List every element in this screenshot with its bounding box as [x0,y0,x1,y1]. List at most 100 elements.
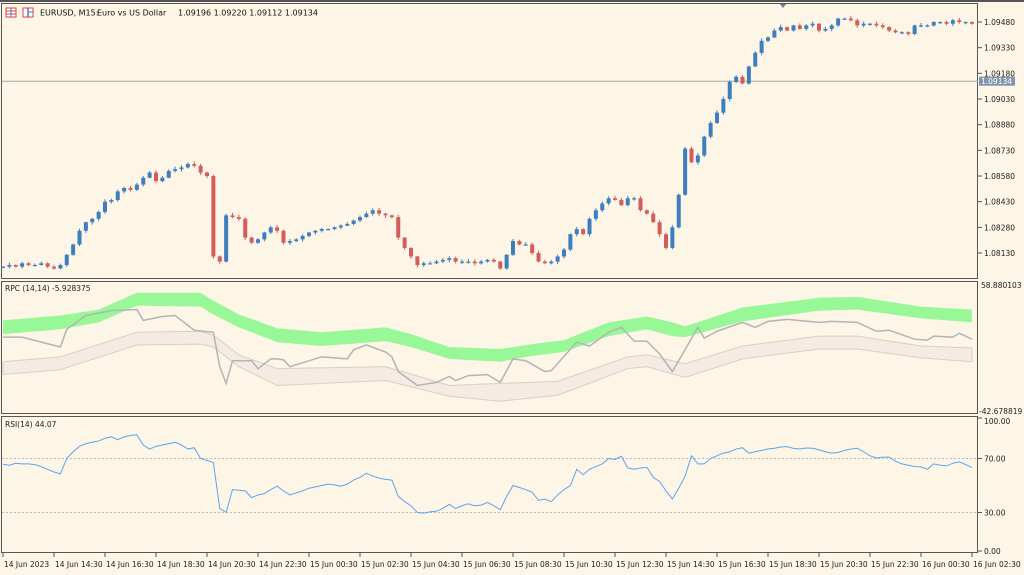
price-pane-frame [1,3,978,279]
candle-body [517,241,522,245]
bars-grid-icon[interactable] [5,7,17,18]
candle-body [568,234,573,250]
candle-body [338,225,343,228]
candle [931,21,936,27]
candle-body [772,30,777,38]
candle [460,259,464,265]
candle [141,175,146,187]
candle [950,18,955,27]
bid-price-label: 1.09134 [979,76,1015,86]
rsi-tick-label: 0.00 [984,547,1001,556]
time-tick-label: 14 Jun 14:30 [55,560,103,569]
rsi-tick-label: 100.00 [984,417,1010,426]
candle [364,211,369,218]
shift-marker-icon[interactable] [779,3,787,8]
candle [683,146,688,196]
candle [702,135,707,157]
candle [358,215,362,223]
candle-body [307,232,311,236]
candle [549,260,554,265]
time-tick-label: 15 Jun 10:30 [565,560,613,569]
symbol-description: Euro vs US Dollar [97,9,167,18]
candle [134,182,139,191]
candle-body [613,198,617,200]
candle [236,214,241,222]
candle-body [434,261,439,264]
candle-body [364,213,369,218]
candle [428,261,433,265]
candle-body [925,25,930,27]
candle [721,96,726,115]
rsi-axis: 100.00 70.00 30.00 0.00 [978,417,1010,556]
candle-body [211,176,216,257]
chart-window-icon[interactable] [22,7,34,18]
candle [848,16,853,22]
candle [96,210,101,222]
candle-body [275,227,280,231]
candle [868,22,872,26]
candle [613,195,617,201]
candle-body [32,265,37,267]
candle [198,163,203,176]
candle [472,259,477,266]
candle-body [415,256,420,266]
candle-body [721,99,726,113]
candle [434,259,439,265]
candle-body [759,40,764,53]
rpc-lower-band [2,330,973,402]
candle [644,209,649,215]
candle-body [332,227,337,230]
candle-body [944,22,949,24]
candle-body [702,136,707,156]
candle-body [619,199,624,206]
candle [319,227,324,233]
price-axis[interactable]: 1.09480 1.09330 1.09180 1.09030 1.08880 1.087… [978,18,1015,258]
time-tick-label: 14 Jun 2023 [4,560,49,569]
candle-body [287,241,292,243]
candle-body [281,230,286,243]
candle [453,256,458,264]
time-tick-label: 15 Jun 14:30 [667,560,715,569]
time-tick-label: 16 Jun 00:30 [922,560,970,569]
candle-body [874,23,879,26]
candle [804,24,809,31]
candle-body [664,234,668,248]
candle [511,239,515,256]
candle-body [466,261,471,263]
candle-body [154,172,158,182]
candle-body [868,23,872,25]
candle-body [600,203,605,211]
time-tick-label: 14 Jun 16:30 [106,560,154,569]
candle-body [810,23,815,26]
candle-body [326,229,331,231]
candle-body [249,237,254,243]
candle-body [644,210,649,214]
candle [402,237,407,250]
candle-body [377,210,382,214]
bid-label-text: 1.09134 [981,77,1012,86]
time-axis[interactable]: 14 Jun 2023 14 Jun 14:30 14 Jun 16:30 14 Ju… [2,553,1021,569]
candle-body [134,184,139,190]
candle [421,261,426,268]
candle-body [7,265,12,267]
candle-body [122,187,127,192]
candle [957,17,962,24]
candle-body [829,25,834,29]
candle-body [581,229,586,235]
candle-body [109,199,114,202]
candle-body [638,198,643,211]
candle [45,262,50,269]
candle [383,212,388,218]
rsi-tick-label: 70.00 [984,455,1006,464]
candle [466,259,471,264]
candle-body [77,230,82,245]
candle [778,24,783,32]
candle [619,197,624,207]
time-tick-label: 14 Jun 20:30 [208,560,256,569]
candle-body [83,222,88,231]
candle [893,29,898,34]
candle-body [58,265,63,269]
candle [154,170,158,184]
candle [217,255,222,264]
